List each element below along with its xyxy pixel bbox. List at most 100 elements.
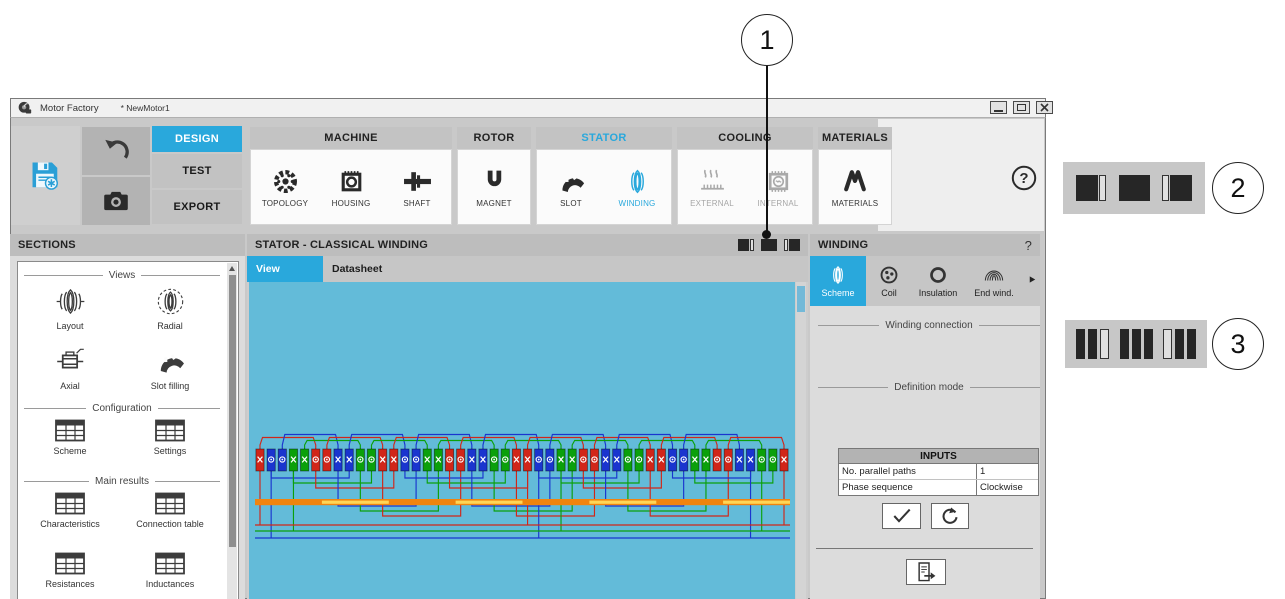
undo-button[interactable] [82, 127, 150, 175]
input-label: No. parallel paths [842, 465, 916, 477]
section-item-inductances[interactable]: Inductances [146, 552, 194, 599]
maximize-button[interactable] [1013, 101, 1030, 114]
design-button[interactable]: DESIGN [152, 126, 242, 152]
camera-icon [101, 186, 131, 216]
ribbon-item-internal[interactable]: INTERNAL [746, 167, 810, 208]
title-bar: Motor Factory * NewMotor1 [10, 98, 1046, 118]
dark-pane [738, 239, 749, 251]
section-item-characteristics[interactable]: Characteristics [40, 492, 100, 541]
save-button[interactable] [11, 126, 80, 225]
external-cooling-icon [698, 167, 727, 196]
bars-left-icon [1075, 329, 1109, 359]
tab-datasheet[interactable]: Datasheet [332, 263, 383, 275]
dark-bar [1119, 329, 1129, 359]
section-item-settings[interactable]: Settings [154, 419, 186, 468]
input-value[interactable]: Clockwise [976, 479, 1038, 495]
stator-panel-title: STATOR - CLASSICAL WINDING [255, 239, 429, 251]
table-icon [55, 419, 85, 442]
pane-left-icon[interactable] [738, 239, 754, 251]
section-group-label: Views [108, 270, 136, 281]
table-icon [55, 492, 85, 515]
help-icon: ? [1010, 164, 1038, 192]
test-button[interactable]: TEST [152, 154, 242, 188]
export-report-button[interactable] [906, 559, 946, 585]
app-title: Motor Factory [40, 102, 99, 114]
divider-line [969, 387, 1041, 388]
sections-list-box: Views Layout Radial Axial Slot filling Config… [17, 261, 239, 599]
section-item-layout[interactable]: Layout [55, 286, 86, 335]
radial-view-icon [155, 286, 186, 317]
callout-1-dot [762, 230, 771, 239]
section-divider-configuration: Configuration [24, 403, 221, 414]
view-scrollbar[interactable] [796, 282, 806, 599]
callout-1-line [766, 64, 768, 234]
section-item-slot-filling[interactable]: Slot filling [151, 346, 189, 395]
minimize-button[interactable] [990, 101, 1007, 114]
reset-button[interactable] [931, 503, 969, 529]
winding-tab-scheme[interactable]: Scheme [810, 256, 866, 306]
inputs-table: INPUTS No. parallel paths 1 Phase sequence… [838, 448, 1039, 496]
ribbon-item-label: SHAFT [403, 198, 431, 208]
callout-1: 1 [741, 14, 793, 66]
section-item-axial[interactable]: Axial [55, 346, 86, 395]
ribbon: MACHINE TOPOLOGY HOUSING SHAFT ROTOR MAGNET ST… [250, 127, 892, 225]
ribbon-item-shaft[interactable]: SHAFT [385, 167, 449, 208]
callout-2-icons [1063, 162, 1205, 214]
ribbon-group-title: COOLING [677, 127, 813, 149]
winding-tab-coil[interactable]: Coil [866, 256, 912, 306]
divider-line [818, 387, 889, 388]
light-bar [1099, 329, 1109, 359]
dark-pane [761, 239, 777, 251]
winding-tab-end-wind[interactable]: End wind. [964, 256, 1024, 306]
tabs-overflow-button[interactable] [1027, 272, 1040, 290]
ribbon-item-label: WINDING [618, 198, 656, 208]
section-item-resistances[interactable]: Resistances [45, 552, 95, 599]
export-document-icon [914, 560, 938, 584]
section-item-radial[interactable]: Radial [155, 286, 186, 335]
ribbon-item-housing[interactable]: HOUSING [319, 167, 383, 208]
sections-scrollbar[interactable] [227, 263, 237, 599]
bars-full-icon [1119, 329, 1153, 359]
winding-tab-insulation[interactable]: Insulation [912, 256, 964, 306]
ribbon-item-label: MAGNET [476, 198, 512, 208]
help-button[interactable]: ? [1010, 164, 1038, 197]
ribbon-item-label: HOUSING [331, 198, 371, 208]
winding-tab-label: Coil [881, 288, 897, 298]
dark-bar [1187, 329, 1197, 359]
ribbon-item-external[interactable]: EXTERNAL [680, 167, 744, 208]
section-item-connection-table[interactable]: Connection table [136, 492, 204, 541]
dark-bar [1087, 329, 1097, 359]
pane-full-icon [1118, 175, 1150, 201]
document-title: * NewMotor1 [120, 103, 170, 113]
layout-view-icon [55, 286, 86, 317]
window-controls [990, 101, 1053, 114]
pane-full-icon[interactable] [761, 239, 777, 251]
winding-tab-label: Scheme [821, 288, 855, 298]
pane-right-icon[interactable] [784, 239, 800, 251]
callout-3: 3 [1212, 318, 1264, 370]
tab-view[interactable]: View [247, 256, 323, 282]
section-item-label: Axial [60, 381, 80, 391]
view-scrollbar-thumb[interactable] [797, 286, 805, 312]
ribbon-item-materials[interactable]: MATERIALS [823, 167, 887, 208]
apply-button[interactable] [882, 503, 921, 529]
scroll-up-icon[interactable] [229, 266, 235, 271]
section-item-scheme[interactable]: Scheme [53, 419, 87, 468]
ribbon-item-slot[interactable]: SLOT [539, 167, 603, 208]
scrollbar-thumb[interactable] [228, 275, 236, 547]
export-button[interactable]: EXPORT [152, 190, 242, 224]
ribbon-item-topology[interactable]: TOPOLOGY [253, 167, 317, 208]
ribbon-item-winding[interactable]: WINDING [605, 167, 669, 208]
winding-help-button[interactable]: ? [1024, 237, 1032, 253]
input-value[interactable]: 1 [976, 464, 1038, 479]
ribbon-item-label: SLOT [560, 198, 582, 208]
table-icon [155, 419, 185, 442]
bars-right-icon [1163, 329, 1197, 359]
winding-tab-label: End wind. [974, 288, 1014, 298]
light-pane [784, 239, 788, 251]
stator-panel-header: STATOR - CLASSICAL WINDING [247, 234, 808, 256]
ribbon-item-magnet[interactable]: MAGNET [462, 167, 526, 208]
screenshot-button[interactable] [82, 177, 150, 225]
close-button[interactable] [1036, 101, 1053, 114]
